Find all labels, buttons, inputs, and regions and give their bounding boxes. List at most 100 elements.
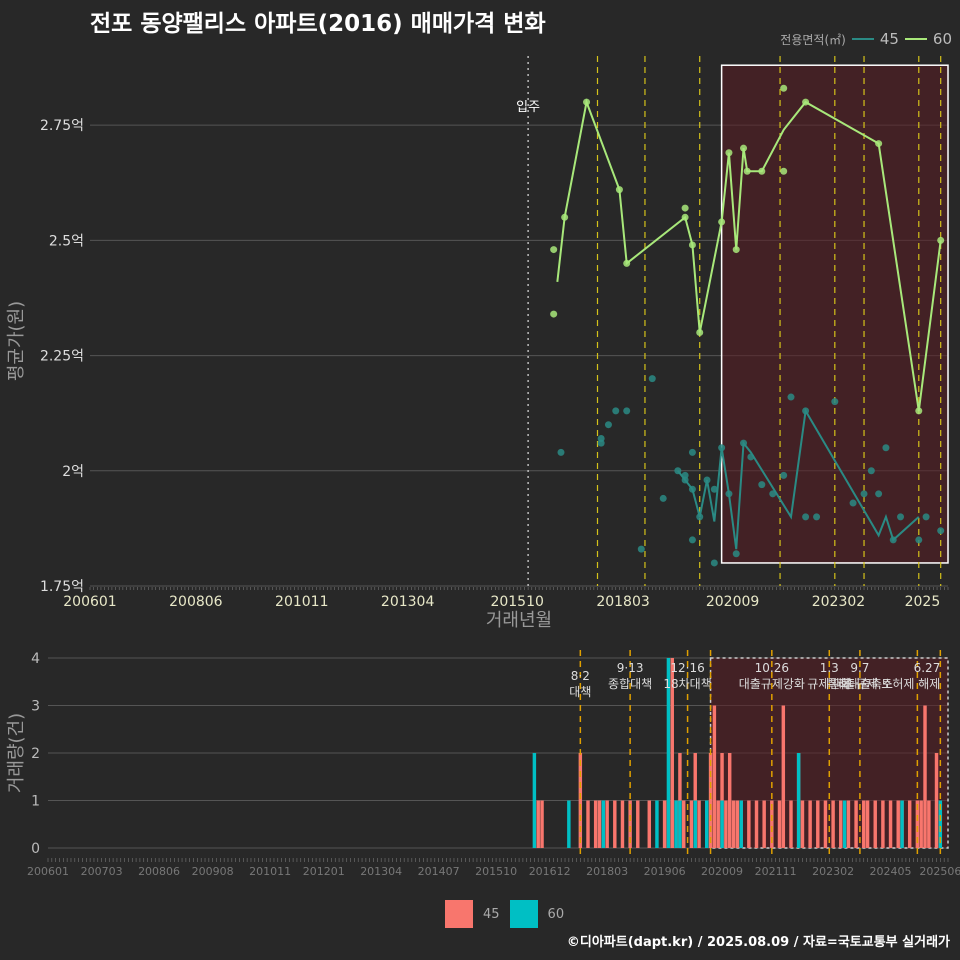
volume-x-tick-label: 200601 (27, 865, 69, 878)
price-x-tick-label: 201803 (596, 594, 649, 610)
volume-bar-60 (938, 800, 943, 848)
volume-bar-45 (747, 800, 751, 848)
volume-bar-45 (862, 800, 866, 848)
volume-x-tick-label: 202111 (755, 865, 797, 878)
volume-bar-45 (682, 800, 686, 848)
price-point-45 (674, 467, 682, 475)
volume-bar-60 (900, 800, 904, 848)
price-point-60 (743, 167, 751, 175)
volume-x-tick-label: 201304 (360, 865, 402, 878)
volume-x-tick-label: 202009 (701, 865, 743, 878)
volume-bar-45 (540, 800, 544, 848)
price-point-45 (725, 490, 733, 498)
volume-bar-60 (567, 800, 571, 848)
price-y-tick-label: 2억 (62, 464, 84, 480)
price-point-45 (688, 485, 696, 493)
price-point-45 (718, 444, 726, 452)
policy-label: 종합대책 (608, 676, 652, 691)
volume-bar-45 (762, 800, 766, 848)
volume-bar-45 (754, 800, 759, 848)
policy-label: 12·16 (670, 661, 704, 675)
policy-label: 9.7 (850, 661, 869, 675)
volume-x-tick-label: 201612 (529, 865, 571, 878)
price-point-60 (740, 144, 748, 152)
volume-bar-45 (873, 800, 877, 848)
price-point-45 (860, 490, 868, 498)
price-x-tick-label: 202009 (706, 594, 759, 610)
price-point-45 (604, 421, 612, 429)
volume-x-tick-label: 201510 (475, 865, 517, 878)
volume-bar-45 (620, 800, 625, 848)
price-point-45 (758, 481, 766, 489)
price-point-60 (732, 246, 740, 254)
price-point-45 (867, 467, 875, 475)
volume-y-tick-label: 0 (31, 841, 40, 857)
price-point-45 (813, 513, 821, 521)
chart-title: 전포 동양팰리스 아파트(2016) 매매가격 변화 (90, 11, 546, 37)
volume-bar-45 (839, 800, 843, 848)
volume-bar-45 (724, 800, 728, 848)
volume-legend-label-45: 45 (483, 906, 500, 922)
volume-x-tick-label: 202506 (919, 865, 960, 878)
price-point-45 (688, 448, 696, 456)
volume-bar-60 (666, 658, 671, 848)
price-point-60 (915, 407, 923, 415)
price-point-60 (758, 167, 766, 175)
volume-x-tick-label: 202405 (870, 865, 912, 878)
price-point-45 (922, 513, 930, 521)
price-point-45 (937, 527, 945, 535)
price-point-60 (875, 140, 883, 148)
volume-bar-60 (842, 800, 847, 848)
volume-x-tick-label: 200908 (192, 865, 234, 878)
volume-bar-45 (662, 800, 667, 848)
volume-bar-60 (674, 800, 678, 848)
price-point-60 (780, 167, 788, 175)
price-x-tick-label: 2025 (905, 594, 941, 610)
volume-bar-45 (823, 800, 828, 848)
volume-bar-60 (796, 753, 801, 848)
volume-bar-60 (655, 800, 659, 848)
price-point-45 (897, 513, 905, 521)
policy-label: 8·2 (571, 669, 590, 683)
price-point-45 (915, 536, 923, 544)
volume-bar-45 (647, 800, 651, 848)
price-point-60 (583, 98, 591, 106)
price-point-60 (615, 186, 623, 194)
volume-bar-45 (593, 800, 598, 848)
volume-bar-45 (808, 800, 812, 848)
policy-label: 1.3 (820, 661, 839, 675)
price-y-tick-label: 2.5억 (49, 233, 84, 249)
volume-bar-60 (678, 800, 682, 848)
volume-bar-45 (605, 800, 609, 848)
price-point-45 (659, 494, 667, 502)
price-point-45 (787, 393, 795, 401)
volume-bar-45 (865, 800, 870, 848)
volume-bar-45 (781, 705, 786, 848)
price-x-tick-label: 201510 (490, 594, 543, 610)
volume-bar-45 (888, 800, 893, 848)
volume-bar-45 (597, 800, 602, 848)
price-point-60 (550, 310, 558, 318)
volume-x-tick-label: 201803 (586, 865, 628, 878)
volume-bar-45 (578, 753, 583, 848)
price-point-45 (769, 490, 777, 498)
volume-bar-45 (689, 800, 694, 848)
price-x-tick-label: 202302 (812, 594, 865, 610)
price-point-45 (681, 476, 689, 484)
volume-bar-45 (816, 800, 820, 848)
volume-legend-label-60: 60 (547, 906, 565, 922)
volume-bar-45 (800, 800, 805, 848)
price-y-tick-label: 2.75억 (40, 118, 84, 134)
volume-bar-60 (705, 800, 709, 848)
policy-label: 대출규제 토허제 해제 (833, 677, 940, 691)
price-legend: 전용면적(㎡) 45 60 (780, 30, 952, 48)
volume-x-tick-label: 201906 (644, 865, 686, 878)
price-point-45 (875, 490, 883, 498)
volume-legend-swatch-60 (509, 900, 538, 928)
volume-y-tick-label: 3 (31, 699, 40, 715)
volume-bar-45 (770, 800, 774, 848)
price-point-45 (597, 439, 605, 447)
price-x-axis-label: 거래년월 (486, 610, 552, 631)
volume-bar-60 (693, 800, 697, 848)
